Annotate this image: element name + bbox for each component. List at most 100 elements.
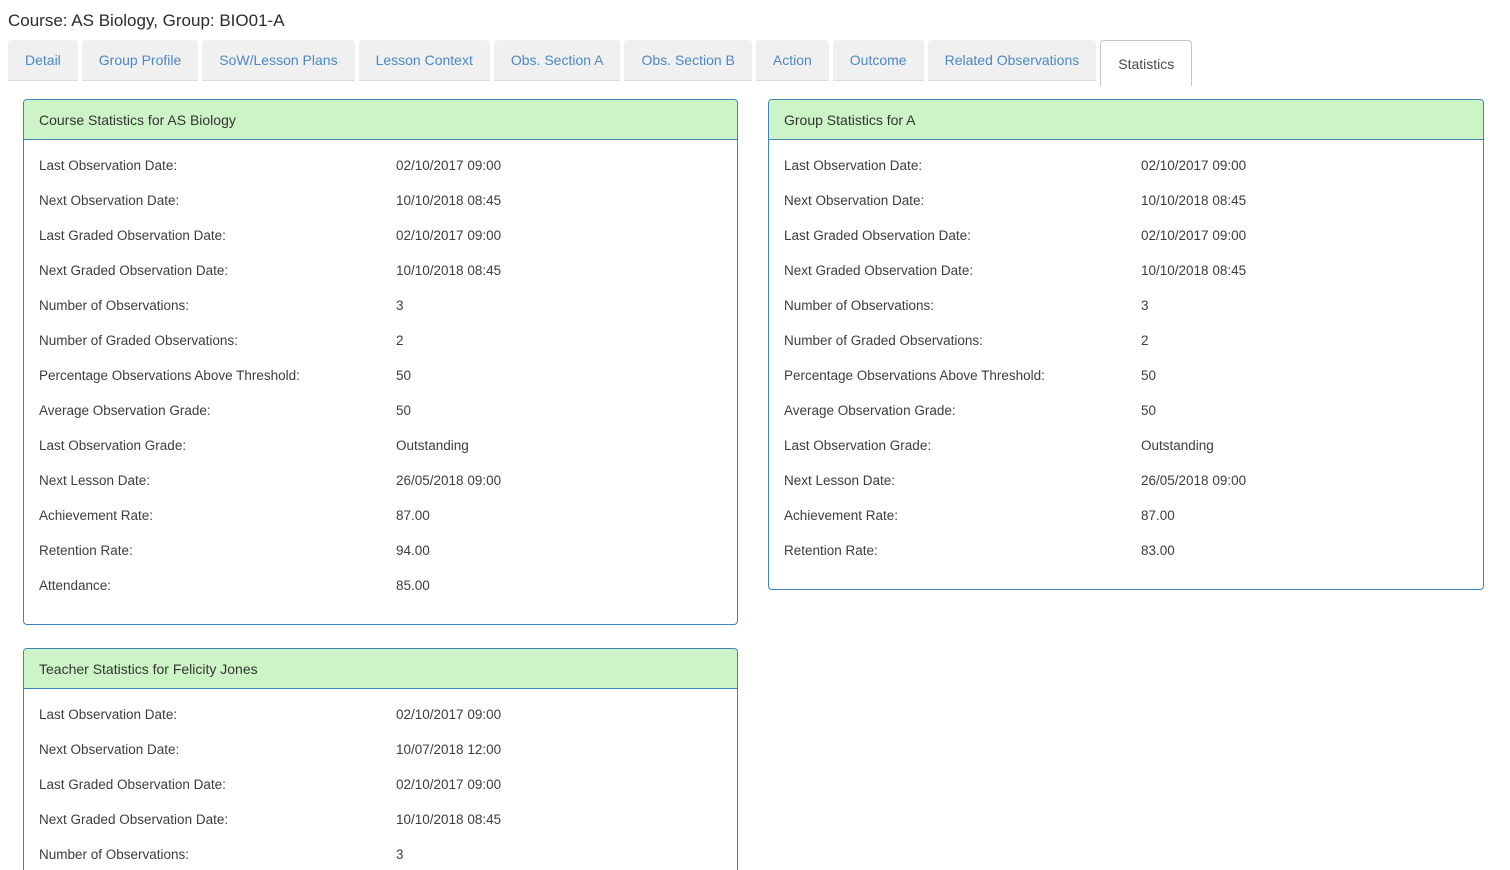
stat-value: 10/10/2018 08:45 <box>396 812 502 827</box>
stat-row: Last Graded Observation Date: 02/10/2017 … <box>769 218 1483 253</box>
tab-group-profile[interactable]: Group Profile <box>81 40 199 81</box>
stat-row: Average Observation Grade: 50 <box>24 393 737 428</box>
stat-row: Next Lesson Date: 26/05/2018 09:00 <box>769 463 1483 498</box>
stat-value: 10/10/2018 08:45 <box>396 193 502 208</box>
stat-label: Last Graded Observation Date: <box>39 777 226 792</box>
stat-row: Last Observation Date: 02/10/2017 09:00 <box>24 148 737 183</box>
panels-area: Course Statistics for AS Biology Last Obs… <box>23 99 1487 870</box>
stat-row: Percentage Observations Above Threshold:… <box>769 358 1483 393</box>
stat-value: 50 <box>396 403 412 418</box>
stat-value: 02/10/2017 09:00 <box>396 777 502 792</box>
stat-value: 02/10/2017 09:00 <box>396 158 502 173</box>
stat-value: 02/10/2017 09:00 <box>1141 158 1247 173</box>
stat-label: Number of Observations: <box>784 298 935 313</box>
stat-value: Outstanding <box>1141 438 1214 453</box>
tab-obs-section-b[interactable]: Obs. Section B <box>624 40 752 81</box>
stat-value: 02/10/2017 09:00 <box>396 228 502 243</box>
stat-label: Retention Rate: <box>39 543 133 558</box>
stat-value: 02/10/2017 09:00 <box>1141 228 1247 243</box>
stat-row: Last Observation Date: 02/10/2017 09:00 <box>769 148 1483 183</box>
stat-row: Last Graded Observation Date: 02/10/2017 … <box>24 767 737 802</box>
stat-value: 3 <box>396 298 404 313</box>
tab-statistics[interactable]: Statistics <box>1100 40 1193 86</box>
stat-value: 2 <box>1141 333 1149 348</box>
panel-heading: Teacher Statistics for Felicity Jones <box>24 649 737 689</box>
stat-label: Next Observation Date: <box>39 193 180 208</box>
stat-row: Number of Observations: 3 <box>769 288 1483 323</box>
tab-lesson-context[interactable]: Lesson Context <box>358 40 490 81</box>
stat-label: Next Observation Date: <box>39 742 180 757</box>
stat-label: Next Lesson Date: <box>39 473 151 488</box>
stat-value: 10/07/2018 12:00 <box>396 742 502 757</box>
stat-label: Attendance: <box>39 578 112 593</box>
stat-row: Next Graded Observation Date: 10/10/2018 … <box>769 253 1483 288</box>
tab-detail[interactable]: Detail <box>8 40 78 81</box>
stat-row: Number of Graded Observations: 2 <box>769 323 1483 358</box>
stat-label: Next Graded Observation Date: <box>39 812 229 827</box>
stat-label: Number of Observations: <box>39 847 190 862</box>
panel-body: Last Observation Date: 02/10/2017 09:00 Ne… <box>24 689 737 870</box>
stat-value: 3 <box>1141 298 1149 313</box>
stat-row: Last Observation Date: 02/10/2017 09:00 <box>24 697 737 732</box>
stat-value: 10/10/2018 08:45 <box>1141 193 1247 208</box>
stat-value: 85.00 <box>396 578 430 593</box>
tab-related-observations[interactable]: Related Observations <box>927 40 1097 81</box>
panel-course-statistics: Course Statistics for AS Biology Last Obs… <box>23 99 738 625</box>
stat-label: Number of Graded Observations: <box>784 333 983 348</box>
stat-label: Number of Observations: <box>39 298 190 313</box>
stat-value: 2 <box>396 333 404 348</box>
panel-heading: Group Statistics for A <box>769 100 1483 140</box>
tab-outcome[interactable]: Outcome <box>832 40 924 81</box>
stat-value: Outstanding <box>396 438 469 453</box>
stat-label: Percentage Observations Above Threshold: <box>784 368 1045 383</box>
stat-label: Next Lesson Date: <box>784 473 896 488</box>
stat-label: Last Observation Date: <box>39 707 178 722</box>
stat-label: Average Observation Grade: <box>39 403 211 418</box>
stat-label: Number of Graded Observations: <box>39 333 238 348</box>
stat-value: 87.00 <box>1141 508 1175 523</box>
panel-body: Last Observation Date: 02/10/2017 09:00 Ne… <box>24 140 737 624</box>
stat-label: Last Observation Date: <box>784 158 923 173</box>
stat-label: Next Graded Observation Date: <box>39 263 229 278</box>
tab-bar: Detail Group Profile SoW/Lesson Plans Lesso… <box>8 40 1502 86</box>
stat-label: Average Observation Grade: <box>784 403 956 418</box>
stat-value: 3 <box>396 847 404 862</box>
stat-row: Last Observation Grade: Outstanding <box>24 428 737 463</box>
stat-row: Next Graded Observation Date: 10/10/2018 … <box>24 253 737 288</box>
stat-row: Achievement Rate: 87.00 <box>24 498 737 533</box>
stat-value: 10/10/2018 08:45 <box>1141 263 1247 278</box>
page-title: Course: AS Biology, Group: BIO01-A <box>8 11 285 30</box>
stat-row: Attendance: 85.00 <box>24 568 737 603</box>
stat-value: 26/05/2018 09:00 <box>1141 473 1247 488</box>
stat-row: Retention Rate: 94.00 <box>24 533 737 568</box>
stat-row: Achievement Rate: 87.00 <box>769 498 1483 533</box>
stat-row: Retention Rate: 83.00 <box>769 533 1483 568</box>
stat-label: Achievement Rate: <box>39 508 154 523</box>
stat-label: Retention Rate: <box>784 543 878 558</box>
stat-value: 26/05/2018 09:00 <box>396 473 502 488</box>
right-column: Group Statistics for A Last Observation D… <box>768 99 1484 590</box>
stat-label: Last Observation Date: <box>39 158 178 173</box>
stat-value: 50 <box>396 368 412 383</box>
stat-value: 02/10/2017 09:00 <box>396 707 502 722</box>
panel-heading: Course Statistics for AS Biology <box>24 100 737 140</box>
stat-label: Last Observation Grade: <box>39 438 187 453</box>
stat-label: Last Graded Observation Date: <box>39 228 226 243</box>
stat-row: Number of Observations: 3 <box>24 837 737 870</box>
stat-row: Number of Graded Observations: 2 <box>24 323 737 358</box>
stat-label: Percentage Observations Above Threshold: <box>39 368 300 383</box>
tab-sow-lesson-plans[interactable]: SoW/Lesson Plans <box>202 40 355 81</box>
stat-row: Next Lesson Date: 26/05/2018 09:00 <box>24 463 737 498</box>
stat-row: Next Observation Date: 10/10/2018 08:45 <box>769 183 1483 218</box>
panel-teacher-statistics: Teacher Statistics for Felicity Jones Las… <box>23 648 738 870</box>
stat-row: Percentage Observations Above Threshold:… <box>24 358 737 393</box>
stat-value: 83.00 <box>1141 543 1175 558</box>
tab-obs-section-a[interactable]: Obs. Section A <box>493 40 621 81</box>
stat-value: 50 <box>1141 403 1157 418</box>
tab-action[interactable]: Action <box>755 40 829 81</box>
stat-label: Achievement Rate: <box>784 508 899 523</box>
stat-label: Next Observation Date: <box>784 193 925 208</box>
stat-row: Next Graded Observation Date: 10/10/2018 … <box>24 802 737 837</box>
stat-row: Next Observation Date: 10/10/2018 08:45 <box>24 183 737 218</box>
